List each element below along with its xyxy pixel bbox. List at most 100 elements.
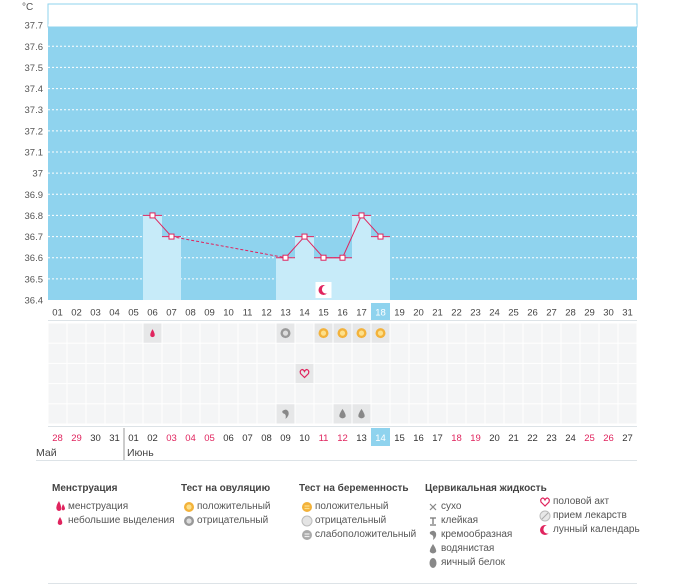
- event-cell[interactable]: [162, 343, 181, 363]
- calendar-date-label[interactable]: 16: [413, 433, 424, 444]
- event-cell[interactable]: [105, 343, 124, 363]
- event-cell[interactable]: [200, 323, 219, 343]
- calendar-date-label[interactable]: 09: [280, 433, 291, 444]
- event-cell[interactable]: [124, 384, 143, 404]
- event-cell[interactable]: [86, 384, 105, 404]
- event-cell[interactable]: [124, 363, 143, 384]
- cycle-day-label[interactable]: 20: [413, 308, 424, 319]
- cycle-day-label[interactable]: 17: [356, 308, 367, 319]
- event-cell[interactable]: [599, 404, 618, 424]
- event-cell[interactable]: [485, 384, 504, 404]
- cycle-day-label[interactable]: 26: [527, 308, 538, 319]
- event-cell[interactable]: [523, 343, 542, 363]
- event-cell[interactable]: [523, 384, 542, 404]
- event-cell[interactable]: [162, 363, 181, 384]
- data-point[interactable]: [377, 233, 384, 240]
- cycle-day-label[interactable]: 27: [546, 308, 557, 319]
- calendar-date-label[interactable]: 26: [603, 433, 614, 444]
- cycle-day-label[interactable]: 11: [243, 308, 253, 319]
- event-cell[interactable]: [409, 323, 428, 343]
- event-cell[interactable]: [390, 363, 409, 384]
- event-cell[interactable]: [542, 363, 561, 384]
- cycle-day-label[interactable]: 05: [128, 308, 139, 319]
- event-cell[interactable]: [523, 404, 542, 424]
- event-cell[interactable]: [390, 343, 409, 363]
- data-point[interactable]: [149, 212, 156, 219]
- event-cell[interactable]: [580, 343, 599, 363]
- event-cell-filled[interactable]: [295, 363, 314, 384]
- event-cell[interactable]: [238, 384, 257, 404]
- event-cell[interactable]: [580, 384, 599, 404]
- event-cell[interactable]: [485, 343, 504, 363]
- event-cell[interactable]: [523, 363, 542, 384]
- event-cell[interactable]: [295, 384, 314, 404]
- event-cell[interactable]: [428, 363, 447, 384]
- cycle-day-label[interactable]: 12: [261, 308, 272, 319]
- event-cell[interactable]: [181, 343, 200, 363]
- cycle-day-label[interactable]: 21: [432, 308, 443, 319]
- event-cell[interactable]: [561, 363, 580, 384]
- cycle-day-label[interactable]: 16: [337, 308, 348, 319]
- event-cell[interactable]: [143, 363, 162, 384]
- event-cell[interactable]: [542, 343, 561, 363]
- cycle-day-label[interactable]: 09: [204, 308, 215, 319]
- event-cell[interactable]: [371, 343, 390, 363]
- event-cell[interactable]: [390, 384, 409, 404]
- event-cell[interactable]: [599, 323, 618, 343]
- event-cell[interactable]: [561, 404, 580, 424]
- event-cell[interactable]: [48, 363, 67, 384]
- event-cell[interactable]: [86, 363, 105, 384]
- calendar-date-label[interactable]: 04: [185, 433, 196, 444]
- calendar-date-label[interactable]: 13: [356, 433, 367, 444]
- event-cell[interactable]: [314, 384, 333, 404]
- calendar-date-label[interactable]: 23: [546, 433, 557, 444]
- cycle-day-label[interactable]: 03: [90, 308, 101, 319]
- calendar-date-label[interactable]: 17: [432, 433, 443, 444]
- calendar-date-label[interactable]: 14: [375, 433, 386, 444]
- data-point[interactable]: [301, 233, 308, 240]
- event-cell[interactable]: [181, 363, 200, 384]
- event-cell[interactable]: [295, 343, 314, 363]
- event-cell[interactable]: [219, 384, 238, 404]
- event-cell[interactable]: [428, 404, 447, 424]
- event-cell[interactable]: [618, 343, 637, 363]
- event-cell[interactable]: [409, 343, 428, 363]
- event-cell[interactable]: [504, 384, 523, 404]
- event-cell[interactable]: [447, 323, 466, 343]
- data-point[interactable]: [358, 212, 365, 219]
- event-cell[interactable]: [580, 363, 599, 384]
- event-cell[interactable]: [276, 363, 295, 384]
- event-cell[interactable]: [257, 404, 276, 424]
- event-cell[interactable]: [143, 343, 162, 363]
- calendar-date-label[interactable]: 06: [223, 433, 234, 444]
- event-cell[interactable]: [561, 384, 580, 404]
- cycle-day-label[interactable]: 24: [489, 308, 500, 319]
- event-cell[interactable]: [67, 323, 86, 343]
- event-cell[interactable]: [48, 323, 67, 343]
- event-cell[interactable]: [580, 404, 599, 424]
- event-cell[interactable]: [314, 363, 333, 384]
- cycle-day-label[interactable]: 31: [622, 308, 633, 319]
- event-cell[interactable]: [181, 323, 200, 343]
- event-cell[interactable]: [181, 404, 200, 424]
- event-cell[interactable]: [466, 384, 485, 404]
- event-cell[interactable]: [333, 363, 352, 384]
- event-cell[interactable]: [447, 384, 466, 404]
- event-cell[interactable]: [86, 323, 105, 343]
- event-cell[interactable]: [238, 323, 257, 343]
- cycle-day-label[interactable]: 22: [451, 308, 462, 319]
- calendar-date-label[interactable]: 10: [299, 433, 310, 444]
- event-cell[interactable]: [466, 343, 485, 363]
- event-cell[interactable]: [143, 404, 162, 424]
- event-cell[interactable]: [67, 404, 86, 424]
- event-cell[interactable]: [580, 323, 599, 343]
- event-cell[interactable]: [504, 323, 523, 343]
- event-cell[interactable]: [504, 404, 523, 424]
- cycle-day-label[interactable]: 04: [109, 308, 120, 319]
- calendar-date-label[interactable]: 19: [470, 433, 481, 444]
- event-cell[interactable]: [124, 343, 143, 363]
- event-cell[interactable]: [181, 384, 200, 404]
- event-cell[interactable]: [314, 343, 333, 363]
- event-cell[interactable]: [390, 323, 409, 343]
- event-cell[interactable]: [428, 323, 447, 343]
